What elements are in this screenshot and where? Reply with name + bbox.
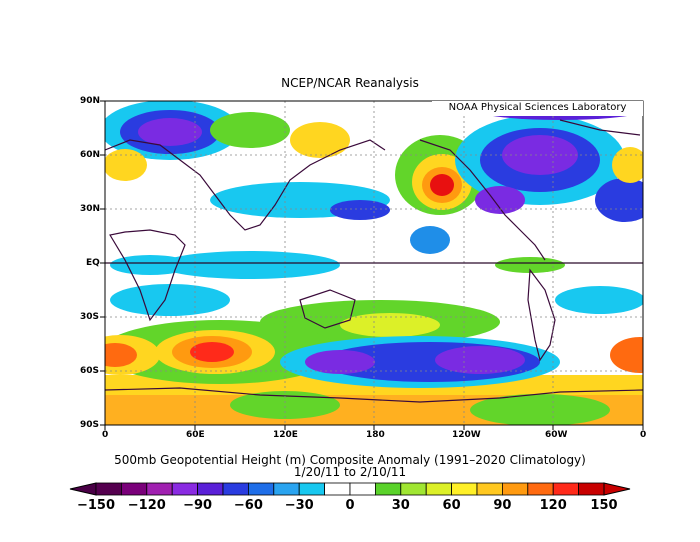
colorbar-swatch bbox=[400, 482, 427, 496]
colorbar-tick-label: 30 bbox=[391, 498, 410, 513]
colorbar-swatch bbox=[374, 482, 402, 496]
colorbar-tick-label: 0 bbox=[345, 498, 355, 513]
colorbar-swatch bbox=[527, 482, 554, 496]
caption-line1: 500mb Geopotential Height (m) Composite … bbox=[114, 453, 586, 467]
colorbar-swatch bbox=[476, 482, 503, 496]
colorbar bbox=[69, 482, 631, 496]
colorbar-tick-label: 150 bbox=[590, 498, 618, 513]
colorbar-tick-label: −60 bbox=[233, 498, 263, 513]
colorbar-swatch bbox=[171, 482, 198, 496]
colorbar-swatch bbox=[273, 482, 300, 496]
colorbar-swatch bbox=[197, 482, 224, 496]
lon-label-0-left: 0 bbox=[102, 430, 109, 440]
colorbar-arrow-right bbox=[603, 482, 631, 496]
anomaly-shading bbox=[105, 101, 643, 425]
chart-title: NCEP/NCAR Reanalysis bbox=[281, 76, 419, 90]
lat-label-60n: 60N bbox=[80, 150, 101, 160]
lat-label-60s: 60S bbox=[80, 366, 100, 376]
lat-label-eq: EQ bbox=[86, 258, 100, 268]
lat-label-90s: 90S bbox=[80, 420, 100, 430]
colorbar-swatch bbox=[501, 482, 529, 496]
colorbar-swatch bbox=[146, 482, 173, 496]
colorbar-swatch bbox=[298, 482, 326, 496]
colorbar-swatch bbox=[349, 482, 376, 496]
caption-line2: 1/20/11 to 2/10/11 bbox=[293, 465, 407, 479]
lon-label-120w: 120W bbox=[452, 430, 481, 440]
colorbar-swatch bbox=[95, 482, 122, 496]
colorbar-tick-label: 120 bbox=[539, 498, 567, 513]
colorbar-swatch bbox=[552, 482, 580, 496]
credit-label: NOAA Physical Sciences Laboratory bbox=[448, 102, 627, 113]
colorbar-swatch bbox=[324, 482, 351, 496]
colorbar-tick-label: −120 bbox=[127, 498, 166, 513]
colorbar-tick-label: 60 bbox=[442, 498, 461, 513]
colorbar-swatch bbox=[121, 482, 148, 496]
colorbar-arrow-left bbox=[69, 482, 97, 496]
lat-label-30s: 30S bbox=[80, 312, 100, 322]
colorbar-swatch bbox=[247, 482, 275, 496]
colorbar-swatch bbox=[222, 482, 249, 496]
colorbar-swatch bbox=[451, 482, 478, 496]
colorbar-swatch bbox=[425, 482, 453, 496]
lon-label-0-right: 0 bbox=[640, 430, 647, 440]
lon-label-60w: 60W bbox=[545, 430, 568, 440]
colorbar-swatch bbox=[578, 482, 605, 496]
colorbar-tick-label: −90 bbox=[183, 498, 213, 513]
lon-label-180: 180 bbox=[366, 430, 385, 440]
lon-label-120e: 120E bbox=[273, 430, 298, 440]
credit-box bbox=[432, 101, 643, 116]
lon-label-60e: 60E bbox=[186, 430, 205, 440]
axis-ticks bbox=[100, 100, 644, 430]
colorbar-tick-label: 90 bbox=[493, 498, 512, 513]
colorbar-tick-label: −30 bbox=[284, 498, 314, 513]
lat-label-30n: 30N bbox=[80, 204, 101, 214]
lat-label-90n: 90N bbox=[80, 96, 101, 106]
colorbar-tick-label: −150 bbox=[76, 498, 116, 513]
